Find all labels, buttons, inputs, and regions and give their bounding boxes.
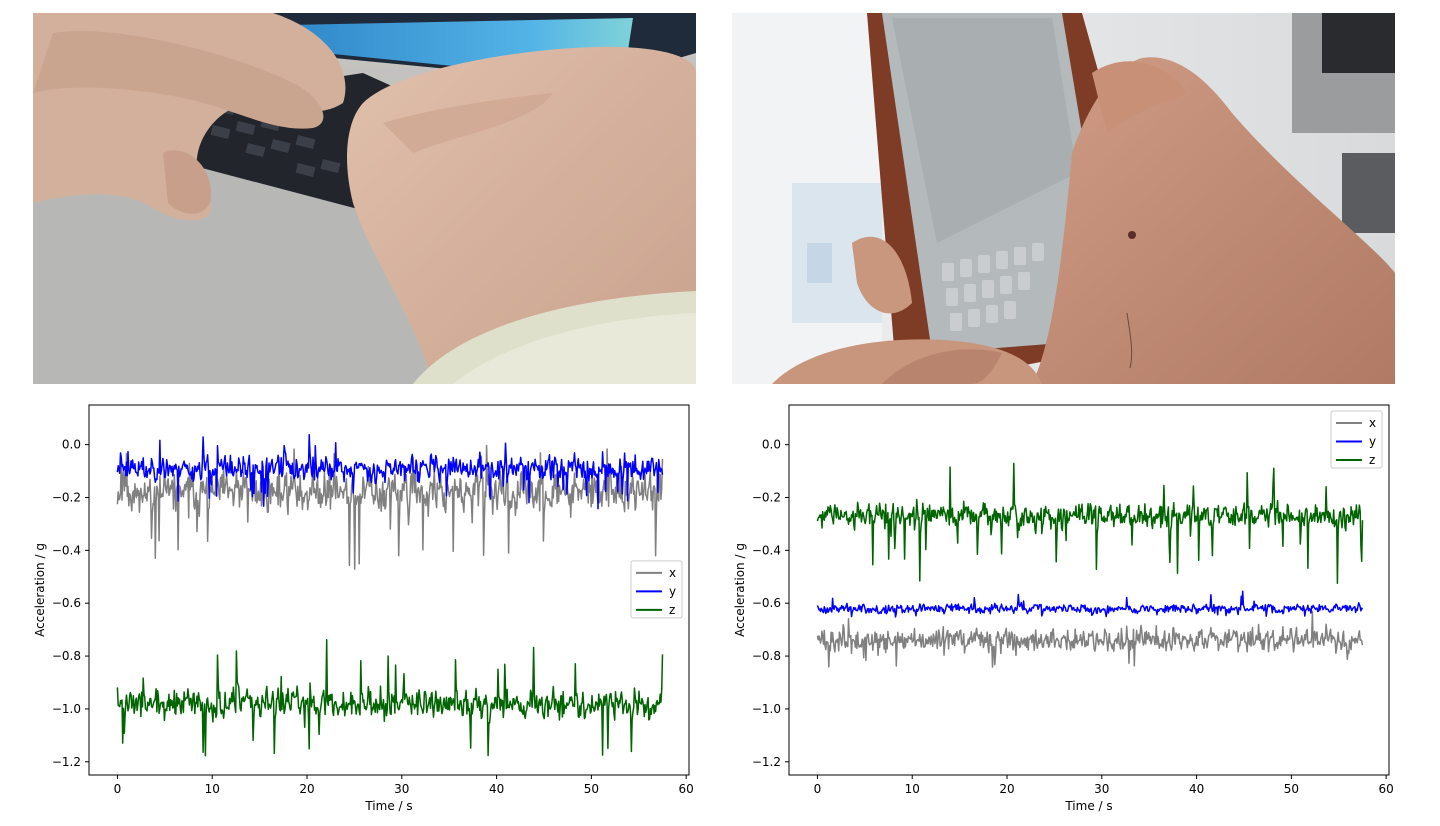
plot-frame: [788, 404, 1390, 776]
laptop-typing-photo: [33, 13, 696, 384]
phone-typing-photo: [732, 13, 1395, 384]
x-tick-label: 30: [394, 782, 409, 796]
legend-label-y: y: [669, 584, 676, 598]
plot-frame: [88, 404, 690, 776]
x-tick-label: 50: [1284, 782, 1299, 796]
y-tick-label: −1.0: [52, 702, 81, 716]
y-axis-label: Acceleration / g: [33, 543, 47, 637]
acceleration-chart-phone: 0 10 20 30 40 50 60 0.0 −0.2 −0.4 −0.6 −0.8 −1.0 −1.2…: [700, 392, 1400, 822]
legend: xyz: [630, 560, 683, 619]
legend-label-y: y: [1369, 435, 1376, 449]
x-tick-label: 60: [1379, 782, 1394, 796]
y-axis-label: Acceleration / g: [733, 543, 747, 637]
x-tick-label: 60: [679, 782, 694, 796]
y-tick-label: −1.0: [752, 702, 781, 716]
legend-label-z: z: [1369, 453, 1375, 467]
y-tick-label: −0.2: [752, 491, 781, 505]
series-line-y: [816, 590, 1364, 618]
y-tick-label: −1.2: [752, 755, 781, 769]
x-tick-label: 0: [114, 782, 122, 796]
series-line-x: [116, 444, 664, 570]
laptop-typing-image: [33, 13, 696, 384]
y-tick-label: −0.4: [52, 543, 81, 557]
x-tick-label: 20: [299, 782, 314, 796]
series-group: [816, 462, 1364, 668]
y-tick-label: 0.0: [762, 438, 781, 452]
x-tick-label: 10: [905, 782, 920, 796]
x-tick-label: 30: [1094, 782, 1109, 796]
acceleration-chart-laptop-svg: 0 10 20 30 40 50 60 0.0 −0.2 −0.4 −0.6 −0.8 −1.0 −1.2…: [33, 404, 694, 813]
series-line-z: [816, 462, 1364, 585]
acceleration-chart-laptop: 0 10 20 30 40 50 60 0.0 −0.2 −0.4 −0.6 −0.8 −1.0 −1.2…: [0, 392, 700, 822]
x-tick-label: 40: [489, 782, 504, 796]
acceleration-chart-phone-svg: 0 10 20 30 40 50 60 0.0 −0.2 −0.4 −0.6 −0.8 −1.0 −1.2…: [733, 404, 1394, 813]
y-tick-label: −0.8: [52, 649, 81, 663]
x-tick-label: 50: [584, 782, 599, 796]
plot-area: [789, 405, 1389, 775]
x-tick-label: 20: [999, 782, 1014, 796]
y-tick-label: −0.4: [752, 543, 781, 557]
x-axis-label: Time / s: [364, 799, 412, 813]
x-axis-label: Time / s: [1064, 799, 1112, 813]
x-tick-label: 0: [814, 782, 822, 796]
y-tick-label: −0.8: [752, 649, 781, 663]
legend-label-z: z: [669, 603, 675, 617]
x-tick-label: 40: [1189, 782, 1204, 796]
y-tick-label: −1.2: [52, 755, 81, 769]
phone-typing-image: [732, 13, 1395, 384]
legend-box: [630, 560, 683, 619]
legend-label-x: x: [1369, 416, 1376, 430]
x-tick-label: 10: [205, 782, 220, 796]
y-tick-label: −0.2: [52, 491, 81, 505]
legend: xyz: [1330, 410, 1383, 469]
y-tick-label: 0.0: [62, 438, 81, 452]
y-tick-label: −0.6: [752, 596, 781, 610]
series-line-z: [116, 639, 664, 757]
series-line-y: [116, 433, 664, 510]
legend-box: [1330, 410, 1383, 469]
series-line-x: [816, 610, 1364, 668]
series-group: [116, 433, 664, 757]
y-tick-label: −0.6: [52, 596, 81, 610]
legend-label-x: x: [669, 566, 676, 580]
plot-area: [89, 405, 689, 775]
